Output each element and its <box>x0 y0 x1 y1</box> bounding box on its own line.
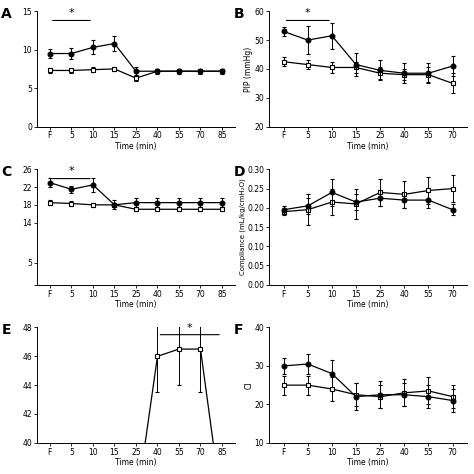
X-axis label: Time (min): Time (min) <box>115 142 157 151</box>
Text: F: F <box>234 323 243 337</box>
Text: *: * <box>69 166 74 176</box>
Text: *: * <box>69 8 74 18</box>
Y-axis label: CI: CI <box>244 382 253 389</box>
Text: C: C <box>1 165 12 179</box>
X-axis label: Time (min): Time (min) <box>347 142 389 151</box>
Text: A: A <box>1 7 12 21</box>
X-axis label: Time (min): Time (min) <box>347 300 389 309</box>
X-axis label: Time (min): Time (min) <box>115 300 157 309</box>
X-axis label: Time (min): Time (min) <box>115 458 157 467</box>
Text: *: * <box>187 323 192 333</box>
Text: D: D <box>234 165 245 179</box>
X-axis label: Time (min): Time (min) <box>347 458 389 467</box>
Y-axis label: Compliance (mL/kg/cmH₂O): Compliance (mL/kg/cmH₂O) <box>239 179 246 275</box>
Text: E: E <box>1 323 11 337</box>
Y-axis label: PIP (mmHg): PIP (mmHg) <box>244 46 253 91</box>
Text: B: B <box>234 7 244 21</box>
Text: *: * <box>305 8 310 18</box>
